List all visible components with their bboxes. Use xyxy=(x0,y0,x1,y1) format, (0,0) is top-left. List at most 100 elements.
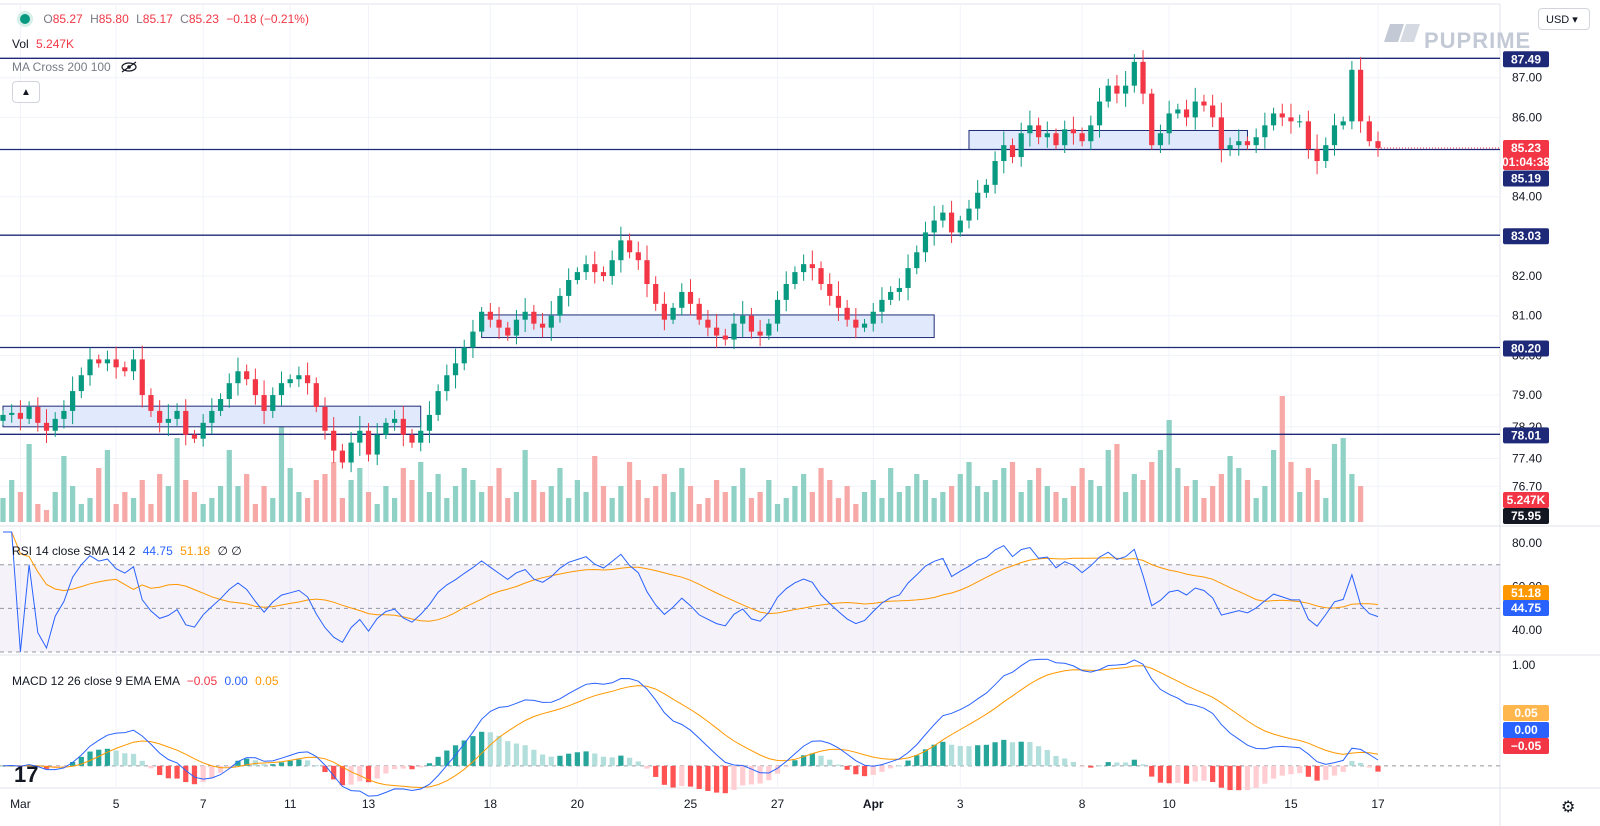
macd-hist-bar xyxy=(217,765,224,773)
macd-hist-bar xyxy=(1201,765,1207,781)
macd-signal-badge: 0.05 xyxy=(1503,705,1549,721)
close-value: 85.23 xyxy=(188,12,219,26)
volume-badge-text: 5.247K xyxy=(1507,493,1546,507)
macd-hist-bar xyxy=(696,765,702,789)
macd-hist-bar xyxy=(844,765,850,770)
rsi-sma-badge: 51.18 xyxy=(1503,585,1549,601)
macd-hist-bar xyxy=(365,765,372,783)
candle-body xyxy=(43,422,50,431)
volume-bar xyxy=(183,480,189,522)
level-badge-bg xyxy=(1503,340,1549,357)
candle-body xyxy=(522,311,528,320)
macd-hist-bar xyxy=(261,764,267,766)
volume-bar xyxy=(96,468,102,522)
macd-hist-bar xyxy=(705,765,711,791)
candle-body xyxy=(191,434,198,439)
price-tick-label: 76.70 xyxy=(1512,479,1542,493)
candle-body xyxy=(78,375,84,392)
volume-bar xyxy=(261,486,267,522)
macd-hist-bar xyxy=(609,757,615,766)
candle-body xyxy=(1262,125,1268,138)
candle-body xyxy=(252,379,258,396)
candle-body xyxy=(1157,133,1164,146)
candle-body xyxy=(948,212,955,233)
candle-body xyxy=(1175,109,1181,114)
macd-hist-bar xyxy=(975,745,981,766)
candle-body xyxy=(383,422,389,435)
macd-badge-bg xyxy=(1503,722,1549,738)
volume-bar xyxy=(957,474,963,522)
rsi-sma-line xyxy=(3,531,1379,622)
currency-button[interactable]: USD ▾ xyxy=(1538,8,1590,30)
macd-hist-bar xyxy=(809,753,815,766)
eye-off-icon[interactable] xyxy=(120,61,138,73)
macd-hist-bar xyxy=(200,765,206,783)
macd-hist-bar xyxy=(444,750,450,766)
macd-hist-bar xyxy=(383,765,389,774)
candle-body xyxy=(1357,69,1364,122)
volume-bar xyxy=(426,492,433,522)
rsi-legend[interactable]: RSI 14 close SMA 14 2 44.75 51.18 ∅ ∅ xyxy=(12,544,242,558)
volume-bar xyxy=(435,474,441,522)
volume-bar xyxy=(635,480,641,522)
candle-body xyxy=(679,291,685,308)
volume-bar xyxy=(287,468,293,522)
puprime-mark xyxy=(1384,24,1420,42)
volume-legend[interactable]: Vol 5.247K xyxy=(12,37,74,51)
candle-body xyxy=(827,284,833,296)
ma-legend[interactable]: MA Cross 200 100 xyxy=(12,60,138,74)
volume-bar xyxy=(1088,480,1094,522)
volume-bar xyxy=(670,492,676,522)
volume-badge-bg xyxy=(1503,492,1549,508)
volume-bar xyxy=(1244,480,1251,522)
macd-hist-bar xyxy=(635,761,641,766)
collapse-legend-button[interactable]: ▲ xyxy=(12,81,40,103)
level-badge-text: 87.49 xyxy=(1511,52,1541,66)
macd-hist-bar xyxy=(122,753,128,766)
macd-hist-badge-text: −0.05 xyxy=(1511,739,1542,753)
candle-body xyxy=(174,410,180,419)
volume-bar xyxy=(1305,468,1311,522)
candle-body xyxy=(888,291,894,300)
candle-body xyxy=(157,410,163,423)
macd-hist-bar xyxy=(531,749,537,766)
volume-bar xyxy=(43,510,50,522)
volume-bar xyxy=(270,498,276,522)
volume-bar xyxy=(26,444,32,522)
volume-bar xyxy=(1236,468,1242,522)
volume-bar xyxy=(226,450,232,522)
macd-legend[interactable]: MACD 12 26 close 9 EMA EMA −0.05 0.00 0.… xyxy=(12,674,279,688)
volume-bar xyxy=(61,456,67,522)
macd-hist-bar xyxy=(1357,762,1364,766)
volume-bar xyxy=(113,504,119,522)
candle-body xyxy=(879,299,885,312)
candle-body xyxy=(226,383,232,400)
macd-hist-bar xyxy=(1096,765,1103,767)
candle-body xyxy=(740,315,746,324)
current-price-badge-text: 01:04:38 xyxy=(1502,155,1550,169)
macd-hist-bar xyxy=(183,765,189,783)
candle-body xyxy=(983,184,989,193)
volume-bar xyxy=(853,504,859,522)
macd-hist-bar xyxy=(966,746,972,766)
macd-hist-bar xyxy=(1218,765,1224,788)
candle-body xyxy=(940,212,946,221)
candle-body xyxy=(1236,141,1242,146)
tradingview-logo-icon[interactable]: 17 xyxy=(14,762,38,788)
macd-hist-bar xyxy=(644,765,650,769)
candle-body xyxy=(287,379,293,384)
macd-hist-bar xyxy=(1323,765,1329,780)
candle-body xyxy=(1183,109,1190,118)
macd-hist-bar xyxy=(1253,765,1259,788)
candle-body xyxy=(400,418,406,435)
candle-body xyxy=(1062,129,1068,146)
volume-bar xyxy=(566,498,572,522)
candle-body xyxy=(713,327,720,336)
macd-hist-bar xyxy=(61,765,67,767)
volume-bar xyxy=(1349,474,1355,522)
candle-body xyxy=(1244,141,1251,146)
volume-bar xyxy=(1114,444,1120,522)
settings-icon[interactable]: ⚙ xyxy=(1561,799,1576,816)
